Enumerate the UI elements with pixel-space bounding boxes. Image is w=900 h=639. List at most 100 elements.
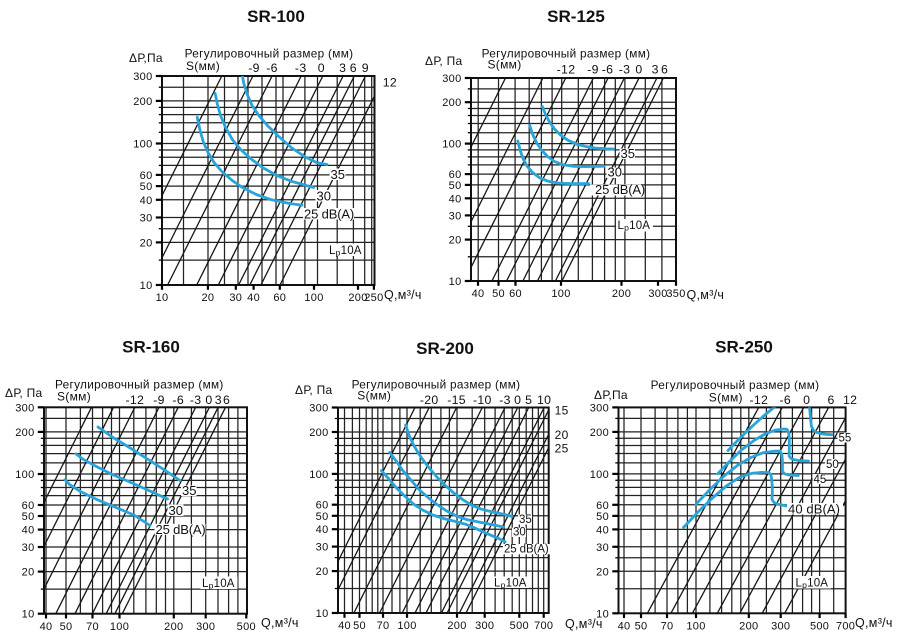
svg-text:300: 300 <box>590 402 609 414</box>
svg-text:Регулировочный размер (мм): Регулировочный размер (мм) <box>651 378 820 392</box>
svg-text:20: 20 <box>316 566 329 578</box>
svg-text:30: 30 <box>229 292 242 304</box>
svg-text:Q,м³/ч: Q,м³/ч <box>565 617 603 631</box>
svg-text:50: 50 <box>449 180 462 192</box>
svg-text:-6: -6 <box>266 61 278 75</box>
svg-text:Регулировочный размер (мм): Регулировочный размер (мм) <box>352 378 521 392</box>
svg-text:40: 40 <box>22 525 35 537</box>
svg-text:200: 200 <box>133 96 152 108</box>
svg-text:60: 60 <box>22 500 35 512</box>
svg-text:250: 250 <box>364 292 383 304</box>
svg-text:350: 350 <box>666 288 685 300</box>
svg-text:60: 60 <box>449 169 462 181</box>
svg-text:-3: -3 <box>190 393 202 407</box>
svg-text:0: 0 <box>318 61 325 75</box>
svg-text:100: 100 <box>551 288 570 300</box>
svg-text:-12: -12 <box>125 393 144 407</box>
svg-text:70: 70 <box>377 620 390 632</box>
svg-text:6: 6 <box>223 393 230 407</box>
svg-text:Lр10A: Lр10A <box>329 245 362 258</box>
svg-text:30: 30 <box>596 542 609 554</box>
svg-text:-6: -6 <box>779 393 791 407</box>
svg-text:5: 5 <box>525 393 532 407</box>
svg-text:SR-125: SR-125 <box>547 7 605 26</box>
svg-text:40: 40 <box>449 193 462 205</box>
svg-text:100: 100 <box>309 469 328 481</box>
svg-text:-12: -12 <box>749 393 768 407</box>
svg-text:25 dB(A): 25 dB(A) <box>304 207 354 222</box>
svg-text:20: 20 <box>140 237 153 249</box>
svg-text:Lр10A: Lр10A <box>494 578 527 591</box>
svg-text:3: 3 <box>652 63 659 77</box>
svg-text:300: 300 <box>771 621 790 633</box>
svg-text:100: 100 <box>133 139 152 151</box>
svg-text:-9: -9 <box>587 63 599 77</box>
svg-text:Lр10A: Lр10A <box>202 578 235 591</box>
svg-text:9: 9 <box>362 61 369 75</box>
svg-text:3: 3 <box>215 393 222 407</box>
svg-text:200: 200 <box>164 621 183 633</box>
svg-text:50: 50 <box>492 288 505 300</box>
svg-text:200: 200 <box>348 292 367 304</box>
svg-text:700: 700 <box>836 621 855 633</box>
svg-text:0: 0 <box>514 393 521 407</box>
svg-text:30: 30 <box>140 213 153 225</box>
svg-text:20: 20 <box>596 566 609 578</box>
svg-text:40: 40 <box>316 524 329 536</box>
svg-text:10: 10 <box>596 608 609 620</box>
svg-text:100: 100 <box>442 139 461 151</box>
svg-text:25: 25 <box>555 442 569 456</box>
svg-text:35: 35 <box>182 483 196 498</box>
svg-text:-10: -10 <box>473 393 492 407</box>
svg-text:30: 30 <box>513 527 526 539</box>
svg-text:200: 200 <box>442 97 461 109</box>
svg-text:20: 20 <box>201 292 214 304</box>
svg-text:Lр10A: Lр10A <box>796 578 829 591</box>
svg-text:Q,м³/ч: Q,м³/ч <box>687 288 725 302</box>
svg-text:35: 35 <box>519 514 532 526</box>
svg-text:10: 10 <box>140 280 153 292</box>
svg-text:15: 15 <box>555 404 569 418</box>
svg-text:50: 50 <box>316 511 329 523</box>
svg-text:50: 50 <box>140 181 153 193</box>
svg-text:-3: -3 <box>295 61 307 75</box>
svg-text:100: 100 <box>15 469 34 481</box>
svg-text:SR-160: SR-160 <box>122 338 180 357</box>
svg-text:50: 50 <box>596 511 609 523</box>
svg-text:0: 0 <box>803 393 810 407</box>
svg-text:ΔР, Па: ΔР, Па <box>5 386 43 400</box>
svg-text:30: 30 <box>316 542 329 554</box>
svg-text:60: 60 <box>596 500 609 512</box>
svg-text:60: 60 <box>509 288 522 300</box>
svg-text:30: 30 <box>169 503 183 518</box>
svg-text:100: 100 <box>590 469 609 481</box>
svg-text:200: 200 <box>309 427 328 439</box>
svg-text:Lр10A: Lр10A <box>618 220 651 233</box>
svg-text:35: 35 <box>331 167 345 182</box>
svg-text:300: 300 <box>133 71 152 83</box>
svg-text:40: 40 <box>247 292 260 304</box>
svg-text:ΔР,Па: ΔР,Па <box>129 51 163 65</box>
svg-text:300: 300 <box>309 403 328 415</box>
svg-text:500: 500 <box>237 621 256 633</box>
svg-text:30: 30 <box>608 164 622 179</box>
svg-text:40: 40 <box>40 621 53 633</box>
svg-text:Регулировочный размер (мм): Регулировочный размер (мм) <box>482 47 651 61</box>
svg-text:45: 45 <box>814 474 827 486</box>
svg-text:Регулировочный размер (мм): Регулировочный размер (мм) <box>55 378 224 392</box>
svg-text:40: 40 <box>140 195 153 207</box>
svg-text:40: 40 <box>596 524 609 536</box>
svg-text:ΔР, Па: ΔР, Па <box>295 383 333 397</box>
svg-text:S(мм): S(мм) <box>709 391 743 405</box>
svg-text:50: 50 <box>22 511 35 523</box>
svg-text:20: 20 <box>22 567 35 579</box>
svg-text:100: 100 <box>304 292 323 304</box>
svg-text:70: 70 <box>86 621 99 633</box>
svg-text:30: 30 <box>22 542 35 554</box>
svg-text:35: 35 <box>621 146 635 161</box>
svg-text:60: 60 <box>140 170 153 182</box>
svg-text:-20: -20 <box>420 393 439 407</box>
svg-text:6: 6 <box>350 61 357 75</box>
svg-text:40 dB(A): 40 dB(A) <box>788 502 840 517</box>
svg-text:6: 6 <box>661 63 668 77</box>
